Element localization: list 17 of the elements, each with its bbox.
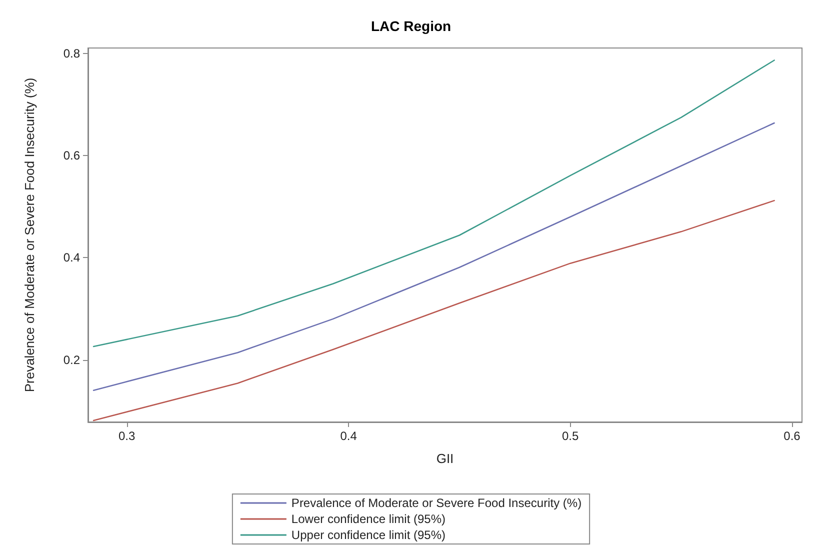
x-tick-label: 0.5 [562, 429, 579, 443]
legend-label: Upper confidence limit (95%) [291, 528, 446, 542]
x-tick-label: 0.3 [118, 429, 136, 443]
y-tick-label: 0.4 [63, 250, 80, 265]
legend-label: Prevalence of Moderate or Severe Food Insecurity (%) [291, 496, 582, 510]
x-axis-title: GII [436, 451, 454, 466]
y-tick-label: 0.8 [63, 46, 80, 61]
line-series [92, 200, 775, 422]
legend-label: Lower confidence limit (95%) [291, 512, 446, 526]
line-series [92, 122, 775, 392]
line-series [92, 60, 775, 348]
chart-title: LAC Region [370, 18, 452, 34]
x-tick-label: 0.4 [340, 429, 358, 443]
x-tick-label: 0.6 [784, 429, 801, 443]
y-tick-label: 0.6 [63, 148, 80, 163]
y-axis-title: Prevalence of Moderate or Severe Food Insecurity (%) [22, 78, 37, 392]
y-tick-label: 0.2 [63, 352, 80, 367]
